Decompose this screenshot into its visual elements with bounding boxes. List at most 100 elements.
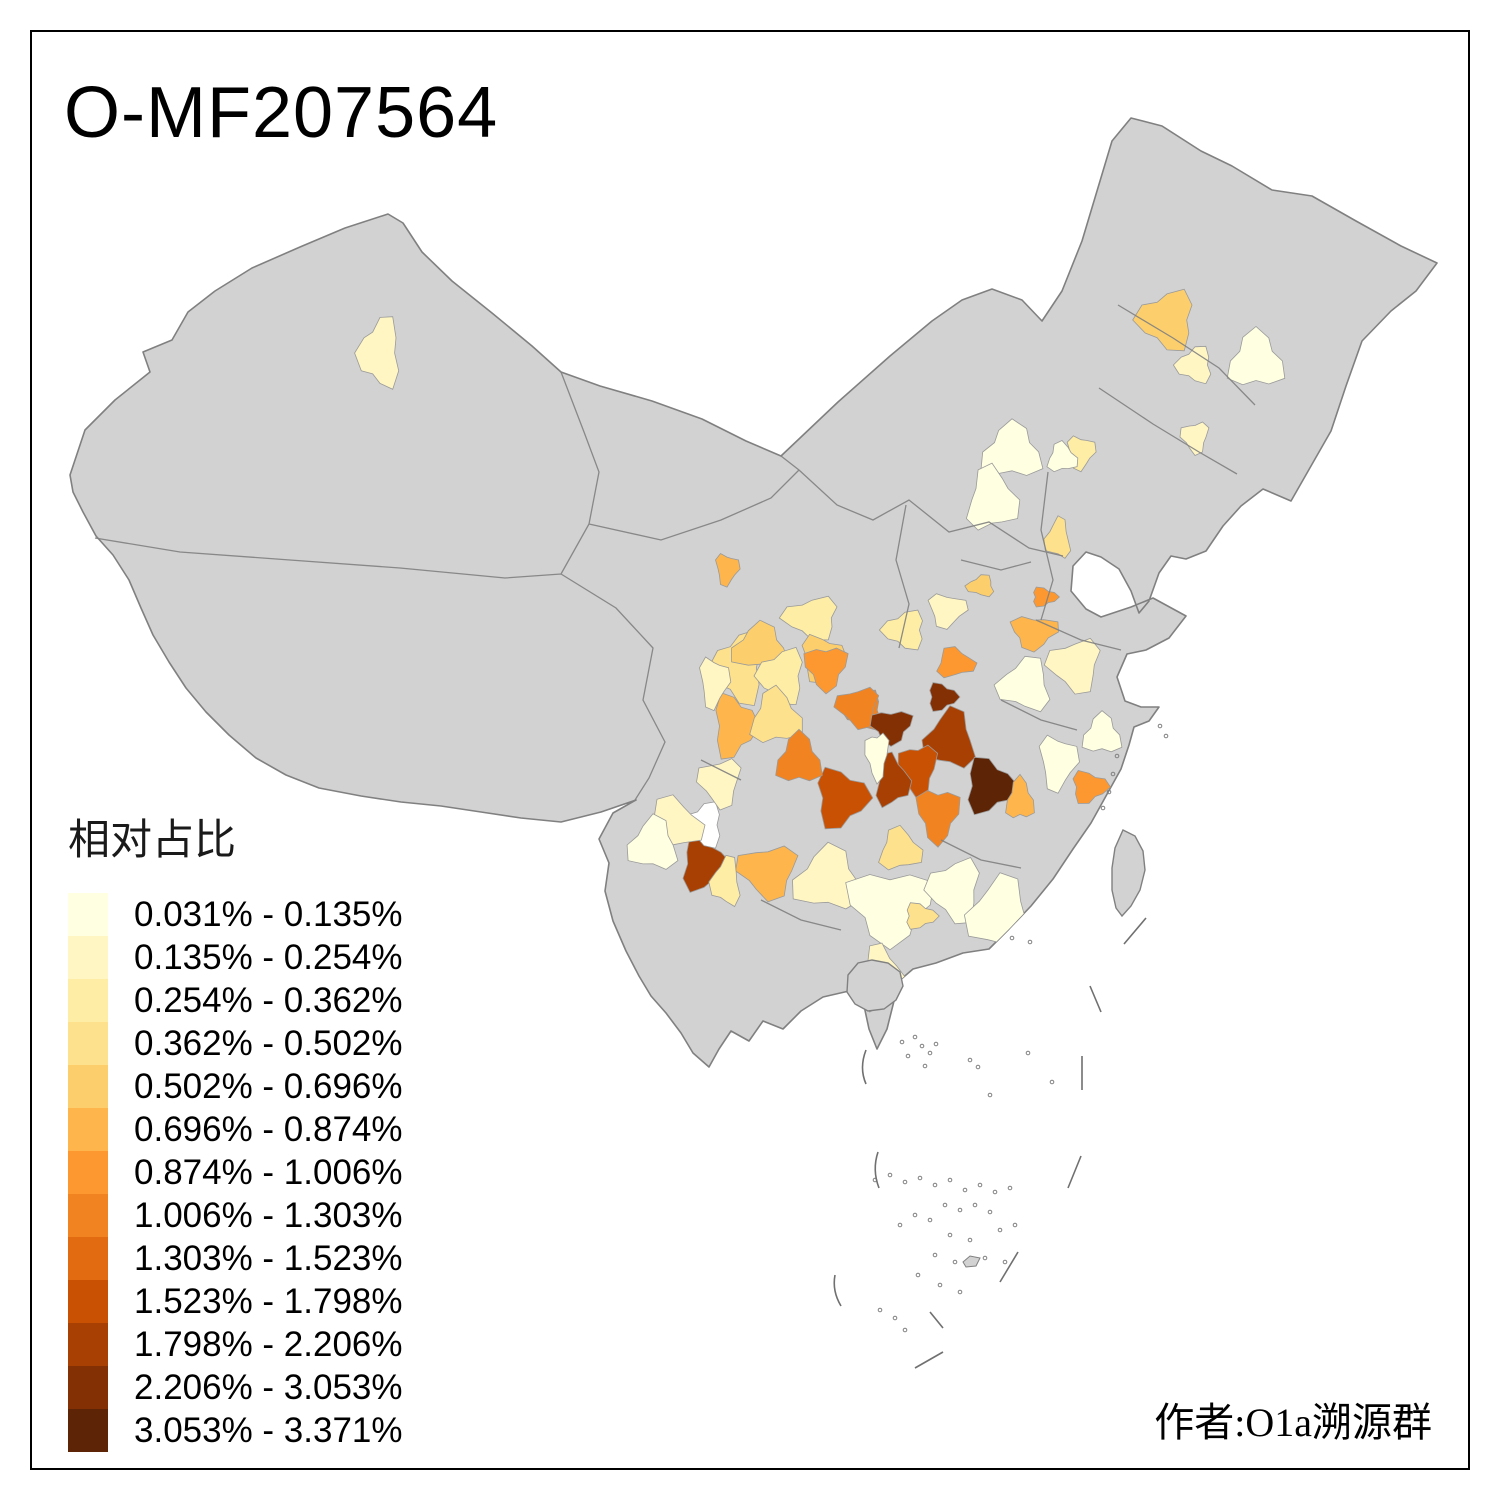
islet — [912, 1212, 918, 1218]
islet — [1100, 805, 1106, 811]
map-region — [708, 854, 741, 908]
legend-row: 2.206% - 3.053% — [68, 1366, 403, 1409]
legend-row: 0.874% - 1.006% — [68, 1151, 403, 1194]
map-region — [753, 646, 803, 706]
legend-row: 0.135% - 0.254% — [68, 936, 403, 979]
legend-label: 3.053% - 3.371% — [134, 1410, 403, 1450]
legend-color-swatch — [68, 979, 108, 1022]
legend-color-swatch — [68, 1022, 108, 1065]
islet — [915, 1272, 921, 1278]
sea-boundary-dash — [833, 1274, 842, 1307]
islet — [987, 1209, 993, 1215]
islet — [997, 1227, 1003, 1233]
legend-color-swatch — [68, 1237, 108, 1280]
islet — [917, 1175, 923, 1181]
map-region — [626, 813, 679, 870]
map-region — [1132, 288, 1193, 352]
legend-label: 0.135% - 0.254% — [134, 937, 403, 977]
map-region — [964, 574, 995, 598]
islet — [933, 1041, 939, 1047]
legend-color-swatch — [68, 1194, 108, 1237]
map-region — [817, 766, 874, 830]
legend-label: 0.502% - 0.696% — [134, 1066, 403, 1106]
legend-color-swatch — [68, 1366, 108, 1409]
islet — [902, 1327, 908, 1333]
map-region — [967, 756, 1019, 816]
map-region — [699, 656, 732, 712]
islet — [905, 1053, 911, 1059]
map-region — [915, 790, 961, 848]
islet — [1110, 771, 1116, 777]
islet — [1049, 1079, 1055, 1085]
map-region — [803, 647, 849, 695]
islet — [957, 1289, 963, 1295]
map-region — [749, 684, 803, 744]
legend-row: 1.006% - 1.303% — [68, 1194, 403, 1237]
map-region — [1005, 773, 1035, 819]
islet — [982, 1255, 988, 1261]
map-region — [1038, 734, 1080, 794]
legend-row: 0.254% - 0.362% — [68, 979, 403, 1022]
legend-label: 0.696% - 0.874% — [134, 1109, 403, 1149]
map-region — [354, 316, 400, 390]
islet — [887, 1172, 893, 1178]
islet — [922, 1063, 928, 1069]
map-region — [715, 552, 741, 588]
map-region — [1046, 440, 1079, 473]
islet — [975, 1064, 981, 1070]
map-region — [778, 595, 838, 641]
islet — [927, 1217, 933, 1223]
islet — [912, 1034, 918, 1040]
islet — [1027, 939, 1033, 945]
islet — [962, 1187, 968, 1193]
hainan-island — [846, 959, 904, 1012]
legend-row: 0.502% - 0.696% — [68, 1065, 403, 1108]
islet — [1025, 1050, 1031, 1056]
map-region — [1081, 710, 1123, 753]
sea-boundary-dash — [1089, 985, 1102, 1013]
legend-color-swatch — [68, 1323, 108, 1366]
map-region — [906, 902, 940, 930]
province-borders — [94, 304, 1256, 931]
islet — [1114, 753, 1120, 759]
map-region — [1072, 770, 1112, 804]
islet — [987, 1092, 993, 1098]
sea-boundary-dash — [861, 1049, 867, 1085]
islet — [1007, 1185, 1013, 1191]
legend-color-swatch — [68, 1151, 108, 1194]
islet — [937, 1282, 943, 1288]
islet — [952, 1259, 958, 1265]
map-region — [792, 841, 864, 910]
map-region — [864, 732, 890, 785]
map-region — [1043, 515, 1072, 559]
islet — [967, 1057, 973, 1063]
map-region — [1043, 637, 1101, 695]
islet — [892, 1315, 898, 1321]
sea-boundary-dash — [1123, 917, 1147, 945]
islet — [899, 1039, 905, 1045]
map-region — [1172, 345, 1212, 385]
legend-row: 1.523% - 1.798% — [68, 1280, 403, 1323]
legend-label: 1.303% - 1.523% — [134, 1238, 403, 1278]
islet — [1106, 789, 1112, 795]
page-title: O-MF207564 — [64, 73, 499, 153]
islet — [992, 1189, 998, 1195]
map-region — [929, 682, 961, 712]
map-region — [878, 609, 923, 651]
islet — [1157, 723, 1163, 729]
south-china-sea-islands — [833, 723, 1169, 1369]
legend-label: 2.206% - 3.053% — [134, 1367, 403, 1407]
legend-color-swatch — [68, 1409, 108, 1452]
islet — [932, 1252, 938, 1258]
legend-color-swatch — [68, 893, 108, 936]
legend-label: 0.874% - 1.006% — [134, 1152, 403, 1192]
sea-boundary-dash — [1067, 1155, 1082, 1189]
islet — [1163, 733, 1169, 739]
islet — [897, 1222, 903, 1228]
legend-row: 0.031% - 0.135% — [68, 893, 403, 936]
islet — [947, 1177, 953, 1183]
islet — [1012, 1222, 1018, 1228]
map-region — [845, 874, 935, 951]
